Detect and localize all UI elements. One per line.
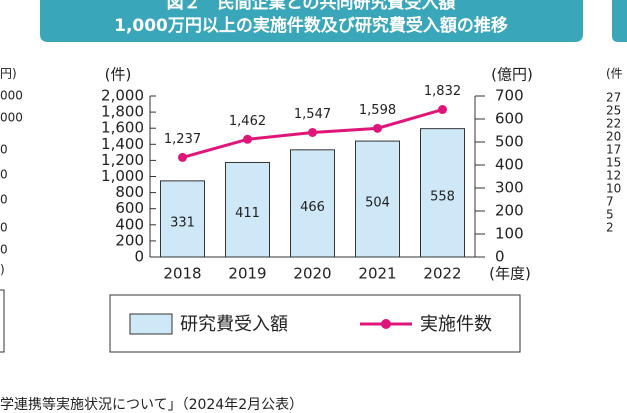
title-banner (40, 0, 583, 42)
y2-tick-label: 500 (495, 133, 524, 151)
y-tick-label: 1,600 (101, 119, 144, 137)
chart-title: 図２ 民間企業との共同研究費受入額 (167, 0, 456, 13)
bar (355, 140, 400, 258)
line-point (438, 105, 447, 115)
neighbor-banner (612, 0, 627, 42)
neighbor-text: 円) (0, 67, 17, 81)
y-tick-label: 0 (134, 248, 144, 266)
neighbor-frame (0, 289, 5, 353)
x-tick-label: 2021 (358, 265, 396, 283)
neighbor-text: 5 (606, 208, 614, 222)
y2-tick-label: 700 (495, 87, 524, 105)
neighbor-text: 15 (606, 156, 621, 170)
y2-tick-label: 600 (495, 110, 524, 128)
y-tick-label: 800 (115, 183, 144, 201)
line-value-label: 1,598 (359, 103, 396, 118)
legend-swatch (129, 313, 173, 335)
neighbor-text: 0 (0, 221, 8, 235)
line-value-label: 1,547 (294, 107, 331, 122)
line-value-label: 1,832 (424, 84, 461, 99)
y-tick-label: 200 (115, 231, 144, 249)
legend-label: 実施件数 (420, 314, 492, 335)
x-axis-title: (年度) (489, 265, 531, 283)
bar (290, 149, 335, 258)
y2-tick-label: 400 (495, 156, 524, 174)
neighbor-text: 12 (606, 169, 621, 183)
y-tick-label: 600 (115, 199, 144, 217)
y2-axis-title: (億円) (491, 66, 533, 84)
neighbor-text: 17 (606, 143, 621, 157)
neighbor-text: 25 (606, 104, 621, 118)
y2-tick-label: 0 (495, 248, 505, 266)
line-point (373, 123, 382, 133)
neighbor-text: 27 (606, 91, 621, 105)
bar-value-label: 558 (430, 189, 455, 204)
line-value-label: 1,237 (164, 132, 201, 147)
bar-value-label: 411 (235, 206, 260, 221)
line-point (178, 152, 187, 162)
x-tick-label: 2019 (228, 265, 266, 283)
neighbor-text: (件 (606, 67, 623, 81)
legend-marker (381, 319, 391, 329)
neighbor-text: 0 (0, 243, 8, 257)
y-tick-label: 1,800 (101, 103, 144, 121)
footer: 学連携等実施状況について」（2024年2月公表） (0, 396, 303, 413)
neighbor-text: ) (0, 263, 5, 277)
neighbor-text: 0 (0, 193, 8, 207)
y-tick-label: 400 (115, 215, 144, 233)
neighbor-text: 000 (0, 111, 23, 125)
line-point (308, 127, 317, 137)
x-tick-label: 2020 (293, 265, 331, 283)
bar-value-label: 466 (300, 200, 325, 215)
bar (420, 128, 465, 258)
y-tick-label: 1,000 (101, 167, 144, 185)
y2-tick-label: 200 (495, 202, 524, 220)
legend-box (109, 294, 521, 353)
line-point (243, 134, 252, 144)
neighbor-text: 22 (606, 117, 621, 131)
bar-value-label: 504 (365, 196, 390, 211)
neighbor-text: 20 (606, 130, 621, 144)
neighbor-text: 7 (606, 195, 614, 209)
line-value-label: 1,462 (229, 114, 266, 129)
bar (225, 161, 270, 258)
y-tick-label: 1,200 (101, 151, 144, 169)
x-tick-label: 2022 (423, 265, 461, 283)
bar (160, 180, 205, 258)
legend-label: 研究費受入額 (180, 314, 288, 335)
y-tick-label: 1,400 (101, 135, 144, 153)
neighbor-text: 2 (606, 221, 614, 235)
neighbor-text: 0 (0, 143, 8, 157)
y2-tick-label: 300 (495, 179, 524, 197)
neighbor-text: 10 (606, 182, 621, 196)
neighbor-text: 0 (0, 168, 8, 182)
x-tick-label: 2018 (163, 265, 201, 283)
neighbor-text: 000 (0, 89, 23, 103)
y-tick-label: 2,000 (101, 87, 144, 105)
bar-value-label: 331 (170, 215, 195, 230)
y2-tick-label: 100 (495, 225, 524, 243)
y-axis-title: (件) (105, 66, 132, 84)
chart-subtitle: 1,000万円以上の実施件数及び研究費受入額の推移 (114, 15, 508, 36)
